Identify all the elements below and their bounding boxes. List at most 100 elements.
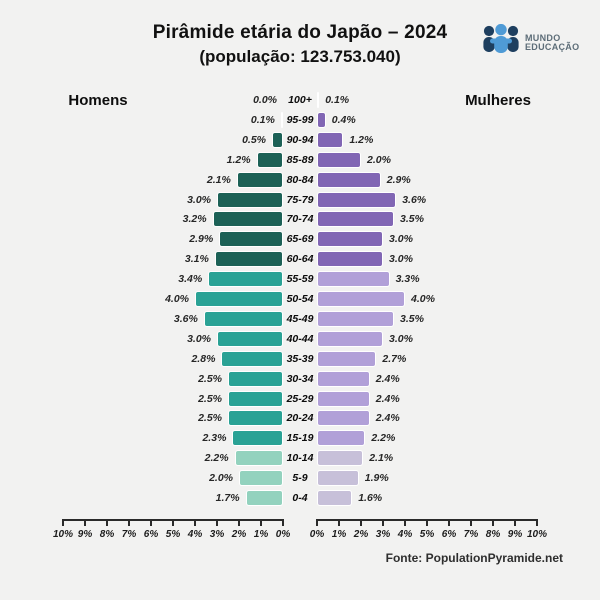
pyramid-rows: 0.0% 100+ 0.1% 0.1% 95-99 0.4% 0.5% 90-94 1.2% 1.… — [0, 91, 600, 511]
axis-tick — [172, 519, 174, 526]
axis-tick-label: 1% — [331, 529, 347, 540]
age-group-label: 70-74 — [286, 213, 314, 226]
age-group-label: 90-94 — [286, 133, 314, 146]
female-value-label: 3.5% — [400, 312, 424, 325]
pyramid-row: 0.1% 95-99 0.4% — [0, 111, 600, 131]
male-bar-0-4 — [245, 490, 283, 506]
male-value-label: 3.1% — [184, 253, 209, 266]
chart-subtitle: (população: 123.753.040) — [199, 46, 401, 66]
female-value-label: 0.4% — [331, 113, 356, 126]
axis-tick — [260, 519, 262, 526]
axis-tick-label: 10% — [52, 529, 73, 540]
female-bar-5-9 — [317, 470, 359, 487]
axis-tick — [382, 519, 384, 526]
axis-tick — [338, 519, 340, 526]
axis-tick-label: 9% — [507, 529, 523, 540]
male-value-label: 2.5% — [198, 372, 222, 385]
male-value-label: 2.9% — [189, 233, 214, 246]
female-value-label: 3.5% — [400, 213, 424, 226]
axis-tick-label: 4% — [187, 529, 203, 540]
male-value-label: 0.5% — [242, 133, 266, 146]
female-bar-35-39 — [317, 350, 377, 367]
pyramid-row: 0.0% 100+ 0.1% — [0, 91, 600, 111]
female-value-label: 3.0% — [389, 253, 413, 266]
male-bar-35-39 — [221, 350, 283, 367]
female-value-label: 1.9% — [364, 472, 389, 485]
pyramid-row: 2.8% 35-39 2.7% — [0, 350, 600, 370]
age-group-label: 35-39 — [286, 352, 314, 365]
axis-tick — [84, 519, 86, 526]
axis-tick — [470, 519, 472, 526]
female-bar-50-54 — [317, 291, 405, 307]
female-value-label: 3.0% — [389, 332, 413, 345]
female-bar-80-84 — [317, 171, 381, 188]
female-bar-65-69 — [317, 231, 383, 248]
female-value-label: 4.0% — [411, 293, 435, 305]
axis-tick — [316, 519, 318, 526]
male-value-label: 2.5% — [198, 412, 222, 425]
axis-tick — [216, 519, 218, 526]
axis-tick — [62, 519, 64, 526]
logo-line2: EDUCAÇÃO — [525, 42, 580, 52]
axis-tick — [106, 519, 108, 526]
female-value-label: 2.4% — [375, 412, 400, 425]
male-bar-70-74 — [212, 211, 283, 228]
male-bar-55-59 — [208, 271, 283, 288]
age-group-label: 25-29 — [286, 392, 314, 405]
male-value-label: 3.2% — [182, 213, 207, 226]
axis-tick — [426, 519, 428, 526]
axis-tick-label: 6% — [441, 529, 457, 540]
female-value-label: 2.4% — [375, 392, 400, 405]
axis-tick — [492, 519, 494, 526]
male-value-label: 0.0% — [253, 94, 277, 106]
female-bar-100+ — [317, 92, 320, 108]
axis-tick-label: 3% — [375, 529, 391, 540]
female-value-label: 2.9% — [386, 173, 411, 186]
female-bar-45-49 — [317, 310, 394, 327]
axis-tick — [150, 519, 152, 526]
mundo-educacao-logo: MUNDO EDUCAÇÃO — [481, 23, 580, 62]
female-bar-60-64 — [317, 251, 383, 268]
axis-tick-label: 2% — [231, 529, 247, 540]
axis-tick — [282, 519, 284, 526]
female-value-label: 1.6% — [358, 492, 383, 504]
pyramid-row: 3.2% 70-74 3.5% — [0, 210, 600, 230]
female-value-label: 2.7% — [382, 352, 407, 365]
pyramid-row: 0.5% 90-94 1.2% — [0, 131, 600, 151]
male-bar-10-14 — [234, 450, 283, 467]
male-bar-30-34 — [228, 370, 283, 387]
female-value-label: 2.0% — [367, 153, 391, 166]
female-bar-15-19 — [317, 430, 366, 447]
women-header-label: Mulheres — [465, 92, 531, 109]
female-bar-55-59 — [317, 271, 390, 288]
men-header-label: Homens — [68, 92, 128, 109]
female-value-label: 2.2% — [371, 432, 396, 445]
pyramid-row: 2.9% 65-69 3.0% — [0, 230, 600, 250]
axis-tick-label: 9% — [77, 529, 93, 540]
pyramid-row: 2.5% 25-29 2.4% — [0, 390, 600, 410]
male-value-label: 3.4% — [178, 273, 203, 286]
female-bar-90-94 — [317, 131, 344, 148]
male-bar-40-44 — [217, 330, 283, 347]
male-bar-80-84 — [236, 171, 283, 188]
male-value-label: 2.2% — [204, 452, 229, 465]
age-group-label: 75-79 — [286, 193, 314, 206]
axis-tick-label: 8% — [99, 529, 115, 540]
axis-tick — [536, 519, 538, 526]
female-bar-70-74 — [317, 211, 394, 228]
axis-tick-label: 5% — [419, 529, 435, 540]
axis-tick-label: 0% — [309, 529, 325, 540]
male-bar-5-9 — [239, 470, 283, 487]
male-bar-50-54 — [195, 291, 283, 307]
male-value-label: 2.3% — [202, 432, 227, 445]
female-value-label: 1.2% — [349, 133, 374, 146]
axis-tick — [514, 519, 516, 526]
axis-tick — [404, 519, 406, 526]
source-credit: Fonte: PopulationPyramide.net — [385, 551, 563, 565]
axis-tick — [128, 519, 130, 526]
age-group-label: 45-49 — [286, 312, 314, 325]
age-group-label: 55-59 — [286, 273, 314, 286]
logo-line1: MUNDO — [525, 32, 561, 43]
female-bar-0-4 — [317, 490, 353, 506]
